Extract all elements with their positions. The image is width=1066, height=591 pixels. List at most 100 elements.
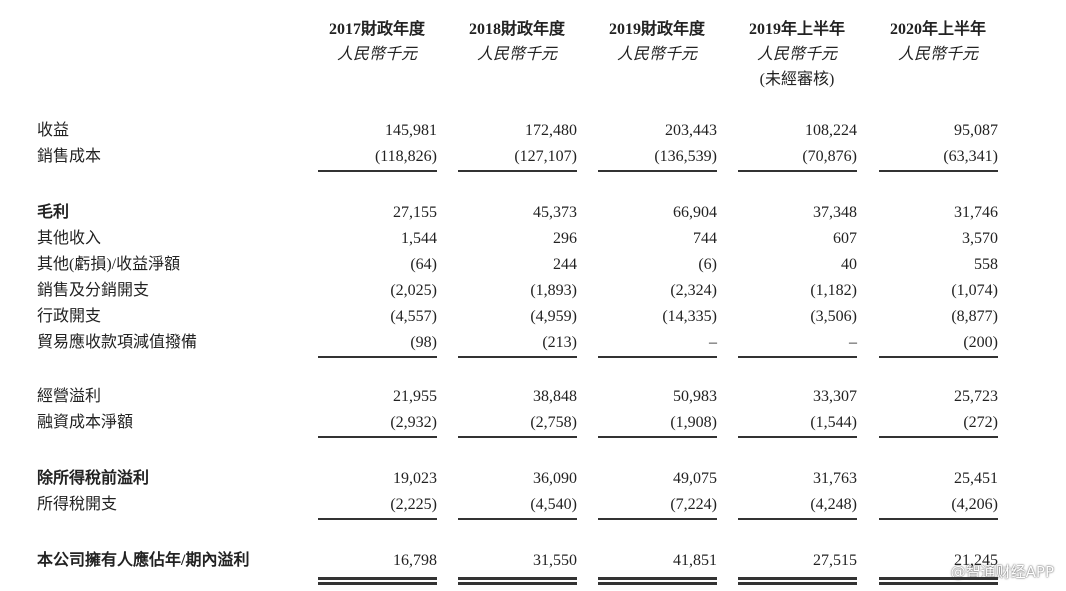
- rule: [458, 170, 577, 172]
- cell-value: (1,182): [810, 282, 857, 299]
- cell-value: –: [849, 334, 857, 351]
- cell-value: (6): [698, 256, 717, 273]
- double-rule: [738, 577, 857, 580]
- cell-value: 38,848: [533, 388, 577, 405]
- cell-value: (70,876): [802, 148, 857, 165]
- cell-value: (2,324): [670, 282, 717, 299]
- double-rule: [318, 582, 437, 585]
- rule: [318, 356, 437, 358]
- row-label: 所得稅開支: [37, 496, 118, 513]
- rule: [879, 436, 998, 438]
- cell-value: (98): [410, 334, 437, 351]
- cell-value: 145,981: [385, 122, 437, 139]
- row-label: 除所得稅前溢利: [37, 470, 150, 487]
- double-rule: [879, 577, 998, 580]
- cell-value: (272): [963, 414, 998, 431]
- rule: [879, 356, 998, 358]
- cell-value: 16,798: [393, 552, 437, 569]
- cell-value: 45,373: [533, 204, 577, 221]
- rule: [738, 436, 857, 438]
- cell-value: 25,451: [954, 470, 998, 487]
- row-label: 行政開支: [37, 308, 102, 325]
- rule: [598, 356, 717, 358]
- row-label: 經營溢利: [37, 388, 102, 405]
- cell-value: 95,087: [954, 122, 998, 139]
- double-rule: [318, 577, 437, 580]
- row-label: 銷售及分銷開支: [37, 282, 150, 299]
- row-label: 本公司擁有人應佔年/期內溢利: [37, 552, 250, 569]
- column-unit: 人民幣千元: [897, 46, 978, 63]
- cell-value: (4,959): [530, 308, 577, 325]
- cell-value: 66,904: [673, 204, 717, 221]
- column-title: 2019財政年度: [608, 21, 705, 38]
- cell-value: 244: [553, 256, 577, 273]
- double-rule: [458, 582, 577, 585]
- cell-value: 31,550: [533, 552, 577, 569]
- cell-value: 108,224: [805, 122, 857, 139]
- cell-value: (63,341): [943, 148, 998, 165]
- cell-value: (4,248): [810, 496, 857, 513]
- double-rule: [458, 577, 577, 580]
- cell-value: 50,983: [673, 388, 717, 405]
- row-label: 融資成本淨額: [37, 414, 134, 431]
- cell-value: 296: [553, 230, 577, 247]
- cell-value: 31,746: [954, 204, 998, 221]
- cell-value: –: [709, 334, 717, 351]
- cell-value: (136,539): [654, 148, 717, 165]
- cell-value: (200): [963, 334, 998, 351]
- cell-value: 25,723: [954, 388, 998, 405]
- cell-value: 744: [693, 230, 717, 247]
- cell-value: (3,506): [810, 308, 857, 325]
- column-unit: 人民幣千元: [616, 46, 697, 63]
- rule: [318, 518, 437, 520]
- row-label: 其他(虧損)/收益淨額: [37, 256, 181, 273]
- cell-value: 49,075: [673, 470, 717, 487]
- cell-value: (64): [410, 256, 437, 273]
- double-rule: [738, 582, 857, 585]
- column-title: 2017財政年度: [328, 21, 425, 38]
- cell-value: 31,763: [813, 470, 857, 487]
- column-unit: 人民幣千元: [476, 46, 557, 63]
- cell-value: 27,515: [813, 552, 857, 569]
- double-rule: [598, 582, 717, 585]
- rule: [458, 518, 577, 520]
- column-title: 2018財政年度: [468, 21, 565, 38]
- rule: [738, 356, 857, 358]
- row-label: 銷售成本: [37, 148, 102, 165]
- cell-value: (127,107): [514, 148, 577, 165]
- rule: [318, 436, 437, 438]
- double-rule: [879, 582, 998, 585]
- column-unit: 人民幣千元: [756, 46, 837, 63]
- row-label: 其他收入: [37, 230, 102, 247]
- double-rule: [598, 577, 717, 580]
- cell-value: 37,348: [813, 204, 857, 221]
- cell-value: 19,023: [393, 470, 437, 487]
- rule: [318, 170, 437, 172]
- row-label: 貿易應收款項減值撥備: [37, 334, 198, 351]
- row-label: 毛利: [37, 204, 70, 221]
- cell-value: (4,540): [530, 496, 577, 513]
- column-note: (未經審核): [759, 71, 835, 88]
- cell-value: 36,090: [533, 470, 577, 487]
- cell-value: 27,155: [393, 204, 437, 221]
- cell-value: (1,893): [530, 282, 577, 299]
- cell-value: 203,443: [665, 122, 717, 139]
- cell-value: 40: [841, 256, 857, 273]
- cell-value: (14,335): [662, 308, 717, 325]
- column-title: 2019年上半年: [748, 21, 845, 38]
- rule: [458, 356, 577, 358]
- rule: [879, 518, 998, 520]
- cell-value: 1,544: [401, 230, 437, 247]
- rule: [598, 518, 717, 520]
- watermark: @智通财经APP: [950, 563, 1054, 581]
- cell-value: (8,877): [951, 308, 998, 325]
- column-unit: 人民幣千元: [336, 46, 417, 63]
- cell-value: 21,245: [954, 552, 998, 569]
- rule: [738, 170, 857, 172]
- rule: [879, 170, 998, 172]
- row-label: 收益: [37, 122, 70, 139]
- cell-value: 607: [833, 230, 857, 247]
- cell-value: (2,025): [390, 282, 437, 299]
- cell-value: (2,758): [530, 414, 577, 431]
